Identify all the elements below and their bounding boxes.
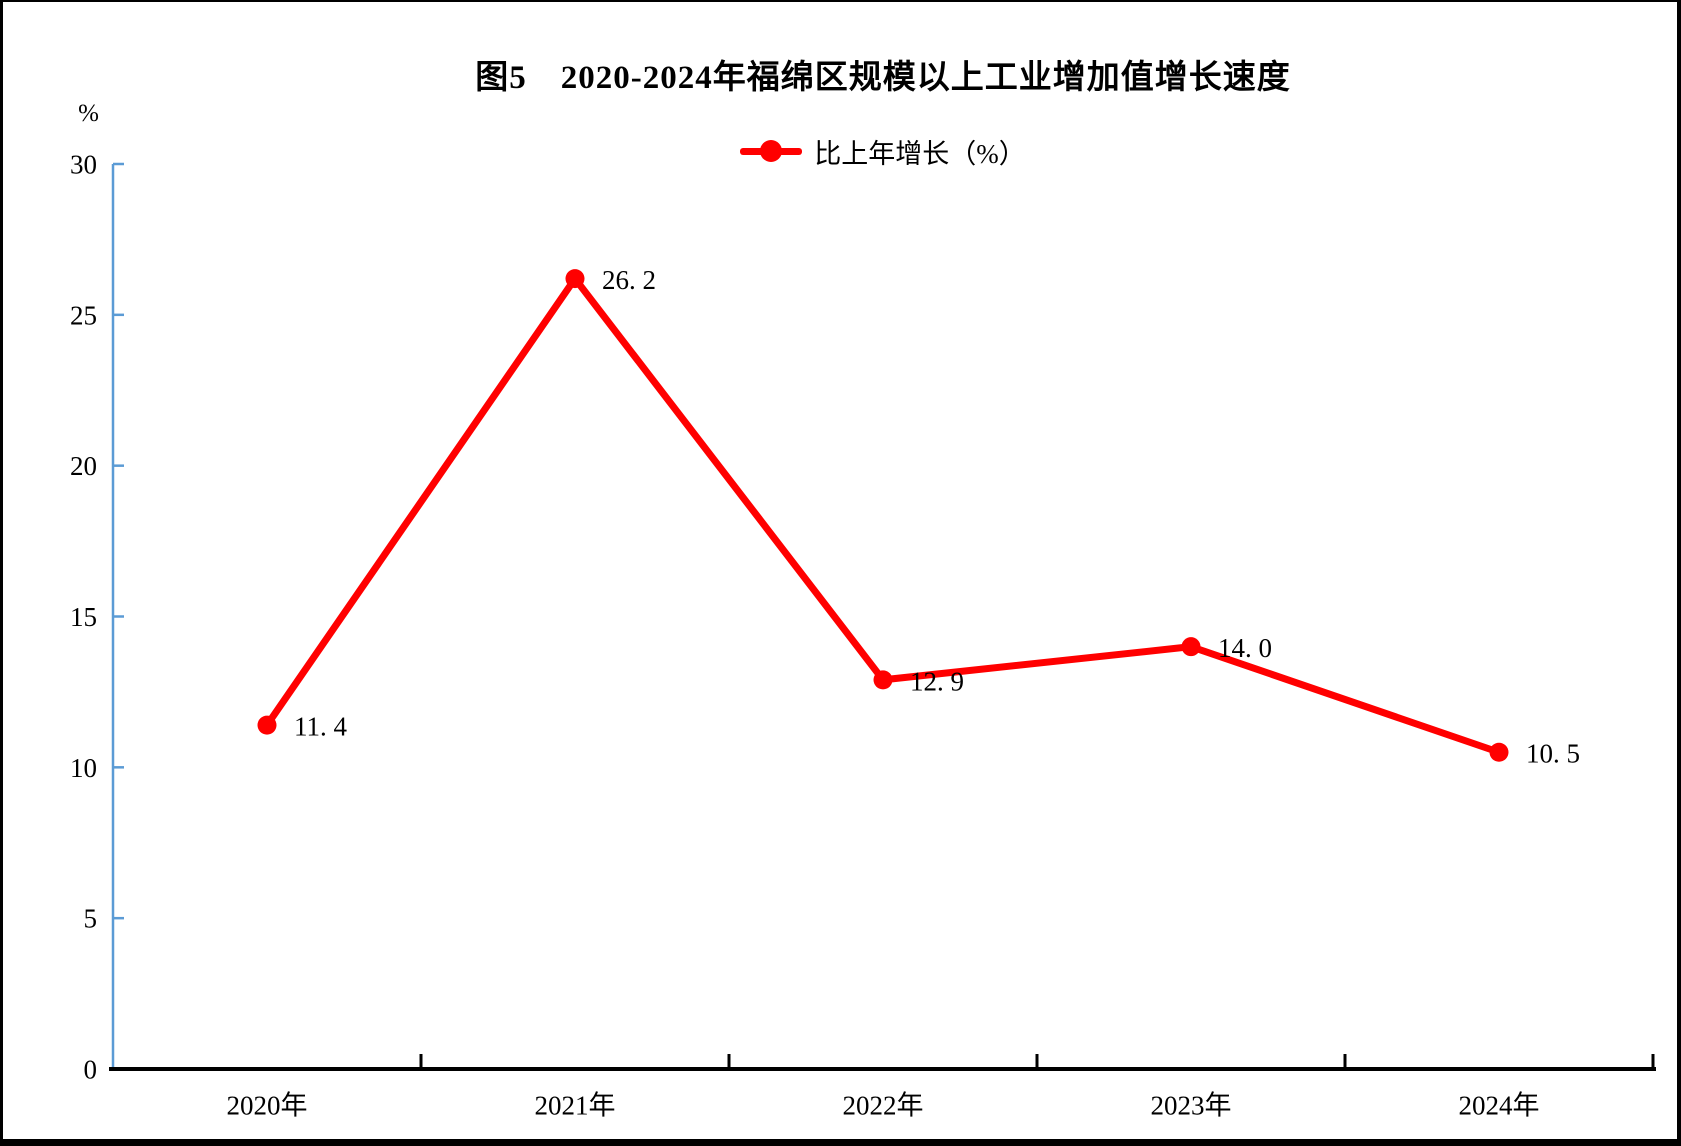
y-tick-label: 5	[84, 904, 98, 934]
data-point-marker	[1181, 637, 1201, 657]
data-point-marker	[873, 670, 893, 690]
data-point-marker	[565, 269, 585, 289]
y-tick-label: 10	[70, 753, 97, 783]
legend: 比上年增长（%）	[113, 128, 1653, 174]
chart-title: 图5 2020-2024年福绵区规模以上工业增加值增长速度	[475, 60, 1291, 96]
legend-line-marker-icon	[740, 140, 803, 162]
data-point-label: 10. 5	[1526, 739, 1580, 769]
legend-dot	[760, 140, 783, 162]
legend-label: 比上年增长（%）	[814, 138, 1026, 169]
data-point-marker	[257, 715, 277, 735]
data-point-label: 26. 2	[602, 265, 656, 295]
data-point-marker	[1489, 742, 1509, 762]
x-category-label: 2024年	[1459, 1090, 1540, 1120]
x-category-label: 2020年	[227, 1090, 308, 1120]
y-tick-label: 30	[70, 149, 97, 179]
data-point-label: 14. 0	[1218, 633, 1272, 663]
data-point-label: 11. 4	[294, 712, 347, 742]
y-tick-label: 15	[70, 602, 97, 632]
y-axis-unit-label: %	[78, 100, 99, 127]
x-category-label: 2021年	[535, 1090, 616, 1120]
y-tick-label: 20	[70, 451, 97, 481]
y-tick-label: 0	[84, 1054, 98, 1084]
data-point-label: 12. 9	[910, 666, 964, 696]
x-category-label: 2022年	[843, 1090, 924, 1120]
x-category-label: 2023年	[1151, 1090, 1232, 1120]
y-tick-label: 25	[70, 300, 97, 330]
